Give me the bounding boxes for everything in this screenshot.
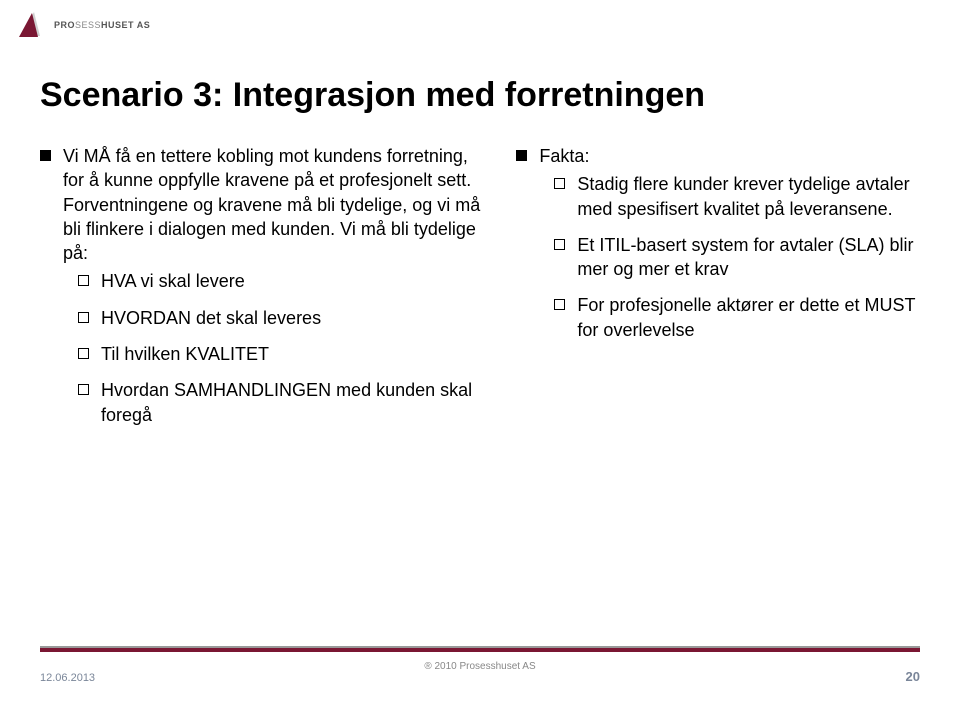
right-column: Fakta: Stadig flere kunder krever tydeli… bbox=[516, 144, 920, 439]
hollow-square-icon bbox=[78, 384, 89, 395]
logo-text-post: HUSET AS bbox=[101, 20, 150, 30]
hollow-square-icon bbox=[554, 178, 565, 189]
square-bullet-icon bbox=[40, 150, 51, 161]
left-main-text: Vi MÅ få en tettere kobling mot kundens … bbox=[63, 144, 488, 265]
right-heading-text: Fakta: bbox=[539, 144, 920, 168]
logo-text: PROSESSHUSET AS bbox=[54, 20, 150, 30]
list-item: Et ITIL-basert system for avtaler (SLA) … bbox=[554, 233, 920, 282]
right-heading-bullet: Fakta: bbox=[516, 144, 920, 168]
list-item: Hvordan SAMHANDLINGEN med kunden skal fo… bbox=[78, 378, 488, 427]
left-main-bullet: Vi MÅ få en tettere kobling mot kundens … bbox=[40, 144, 488, 265]
list-item: For profesjonelle aktører er dette et MU… bbox=[554, 293, 920, 342]
logo-mark-icon bbox=[18, 10, 48, 40]
list-item: Stadig flere kunder krever tydelige avta… bbox=[554, 172, 920, 221]
hollow-square-icon bbox=[78, 275, 89, 286]
list-item-label: For profesjonelle aktører er dette et MU… bbox=[577, 293, 920, 342]
left-column: Vi MÅ få en tettere kobling mot kundens … bbox=[40, 144, 488, 439]
list-item-label: Et ITIL-basert system for avtaler (SLA) … bbox=[577, 233, 920, 282]
slide-title: Scenario 3: Integrasjon med forretningen bbox=[40, 76, 705, 115]
right-sublist: Stadig flere kunder krever tydelige avta… bbox=[516, 172, 920, 342]
list-item-label: Stadig flere kunder krever tydelige avta… bbox=[577, 172, 920, 221]
hollow-square-icon bbox=[78, 312, 89, 323]
footer-page-number: 20 bbox=[906, 669, 920, 684]
list-item-label: HVA vi skal levere bbox=[101, 269, 488, 293]
hollow-square-icon bbox=[78, 348, 89, 359]
footer-date: 12.06.2013 bbox=[40, 672, 95, 684]
hollow-square-icon bbox=[554, 299, 565, 310]
list-item-label: HVORDAN det skal leveres bbox=[101, 306, 488, 330]
footer-copyright: ® 2010 Prosesshuset AS bbox=[0, 661, 960, 672]
list-item-label: Hvordan SAMHANDLINGEN med kunden skal fo… bbox=[101, 378, 488, 427]
logo-text-mid: SESS bbox=[75, 20, 101, 30]
content-area: Vi MÅ få en tettere kobling mot kundens … bbox=[40, 144, 920, 439]
logo-text-pre: PRO bbox=[54, 20, 75, 30]
square-bullet-icon bbox=[516, 150, 527, 161]
list-item: HVA vi skal levere bbox=[78, 269, 488, 293]
hollow-square-icon bbox=[554, 239, 565, 250]
list-item: Til hvilken KVALITET bbox=[78, 342, 488, 366]
brand-logo: PROSESSHUSET AS bbox=[18, 10, 150, 40]
footer-divider bbox=[40, 646, 920, 652]
list-item-label: Til hvilken KVALITET bbox=[101, 342, 488, 366]
list-item: HVORDAN det skal leveres bbox=[78, 306, 488, 330]
left-sublist: HVA vi skal levere HVORDAN det skal leve… bbox=[40, 269, 488, 426]
